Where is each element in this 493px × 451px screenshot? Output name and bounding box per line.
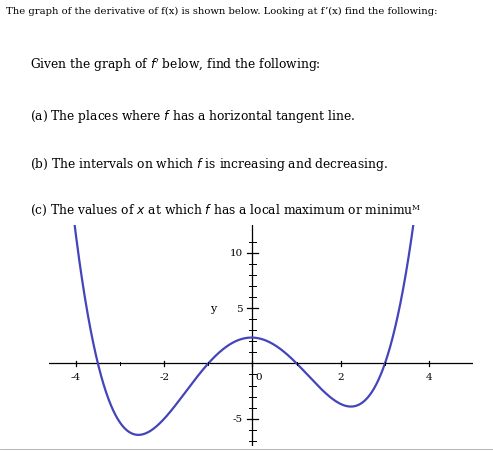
Text: -5: -5 [233, 414, 243, 423]
Text: 2: 2 [338, 373, 344, 382]
Text: (b) The intervals on which $f$ is increasing and decreasing.: (b) The intervals on which $f$ is increa… [30, 156, 387, 173]
Text: y: y [210, 304, 216, 313]
Text: -4: -4 [70, 373, 81, 382]
Text: 10: 10 [229, 249, 243, 258]
Text: (c) The values of $x$ at which $f$ has a local maximum or minimuᴹ: (c) The values of $x$ at which $f$ has a… [30, 203, 421, 218]
Text: Given the graph of $f'$ below, find the following:: Given the graph of $f'$ below, find the … [30, 56, 320, 74]
Text: 4: 4 [426, 373, 432, 382]
Text: -2: -2 [159, 373, 169, 382]
Text: 5: 5 [236, 304, 243, 313]
Text: The graph of the derivative of f(x) is shown below. Looking at f’(x) find the fo: The graph of the derivative of f(x) is s… [6, 7, 437, 16]
Text: 0: 0 [256, 373, 262, 382]
Text: (a) The places where $f$ has a horizontal tangent line.: (a) The places where $f$ has a horizonta… [30, 108, 355, 125]
